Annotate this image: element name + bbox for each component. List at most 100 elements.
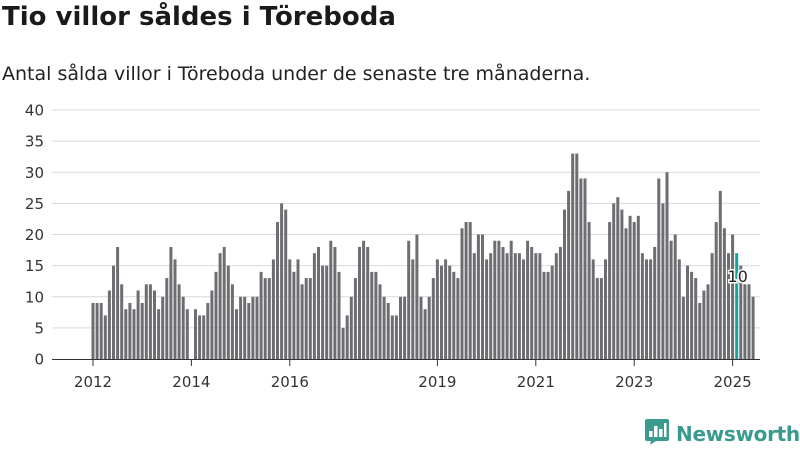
bar: [362, 240, 366, 359]
chart-title: Tio villor såldes i Töreboda: [2, 2, 396, 32]
bar: [505, 253, 509, 359]
bar: [120, 284, 124, 359]
bar: [235, 309, 238, 359]
bar: [657, 178, 661, 359]
bar: [636, 215, 640, 359]
bar: [423, 309, 427, 359]
bar: [337, 271, 341, 359]
bar: [288, 259, 292, 359]
bar: [661, 203, 665, 360]
bar: [214, 271, 218, 359]
bar: [460, 228, 464, 359]
bar: [308, 278, 312, 359]
bar: [317, 246, 320, 359]
bar: [710, 253, 714, 359]
bar: [517, 253, 521, 359]
bar: [144, 284, 148, 359]
bar: [194, 309, 197, 359]
y-axis-ticks: 0 5 10 15 20 25 30 35 40: [25, 102, 44, 369]
bar: [251, 296, 255, 359]
x-tick-label: 2012: [74, 373, 112, 391]
bar: [165, 278, 169, 359]
bar: [210, 290, 214, 359]
x-tick-label: 2014: [172, 373, 210, 391]
bar: [95, 302, 99, 359]
bar: [472, 253, 476, 359]
bar-chart-logo-icon: [644, 418, 670, 450]
bar: [677, 259, 681, 359]
bar: [386, 302, 390, 359]
bar: [140, 302, 144, 359]
bar: [280, 203, 284, 360]
bar: [358, 246, 361, 359]
bar: [681, 296, 685, 359]
bar: [567, 190, 571, 359]
bar: [571, 153, 575, 359]
bar: [403, 296, 407, 359]
bar: [271, 259, 275, 359]
bar: [497, 240, 501, 359]
bar: [427, 296, 431, 359]
bar: [649, 259, 653, 359]
bar: [349, 296, 353, 359]
x-axis-ticks: 2012 2014 2016 2019 2021 2023 2025: [74, 359, 752, 391]
bar: [513, 253, 517, 359]
bar: [694, 278, 698, 359]
bar: [292, 271, 296, 359]
bar: [686, 265, 689, 360]
bar: [99, 302, 103, 359]
bar: [608, 222, 612, 359]
bar: [161, 296, 165, 359]
bar: [645, 259, 648, 359]
bar: [202, 315, 206, 359]
bar: [509, 240, 513, 359]
bar: [284, 209, 288, 359]
bar: [230, 284, 234, 359]
y-tick-label: 15: [25, 257, 44, 275]
bar: [296, 259, 300, 359]
y-tick-label: 25: [25, 195, 44, 213]
bar: [255, 296, 259, 359]
x-tick-label: 2019: [418, 373, 456, 391]
bar: [206, 302, 210, 359]
bar: [107, 290, 111, 359]
bar: [739, 265, 743, 360]
bar: [653, 246, 657, 359]
bar: [390, 315, 394, 359]
bar: [267, 278, 271, 359]
bar: [157, 309, 161, 359]
bar: [169, 246, 173, 359]
bar: [714, 222, 718, 359]
bar: [554, 253, 558, 359]
bar: [706, 284, 710, 359]
bar: [530, 246, 534, 359]
bar: [247, 302, 251, 359]
bar: [583, 178, 587, 359]
bar: [476, 234, 480, 359]
bar: [587, 222, 591, 359]
bar: [440, 265, 443, 360]
bar: [620, 209, 624, 359]
bar: [456, 278, 460, 359]
bar: [546, 271, 550, 359]
bar: [112, 265, 115, 360]
bar: [526, 240, 530, 359]
bar: [415, 234, 419, 359]
bar: [464, 222, 468, 359]
bar: [493, 240, 497, 359]
bar: [624, 228, 628, 359]
y-tick-label: 40: [25, 102, 44, 120]
bar: [722, 228, 726, 359]
bar: [563, 209, 566, 359]
bar: [329, 240, 333, 359]
y-tick-label: 5: [34, 319, 44, 337]
bar: [399, 296, 402, 359]
bar: [731, 234, 735, 359]
x-tick-label: 2025: [714, 373, 752, 391]
bar: [374, 271, 378, 359]
bar: [345, 315, 349, 359]
bar: [185, 309, 189, 359]
bar: [148, 284, 152, 359]
bar: [173, 259, 177, 359]
bar: [304, 278, 308, 359]
